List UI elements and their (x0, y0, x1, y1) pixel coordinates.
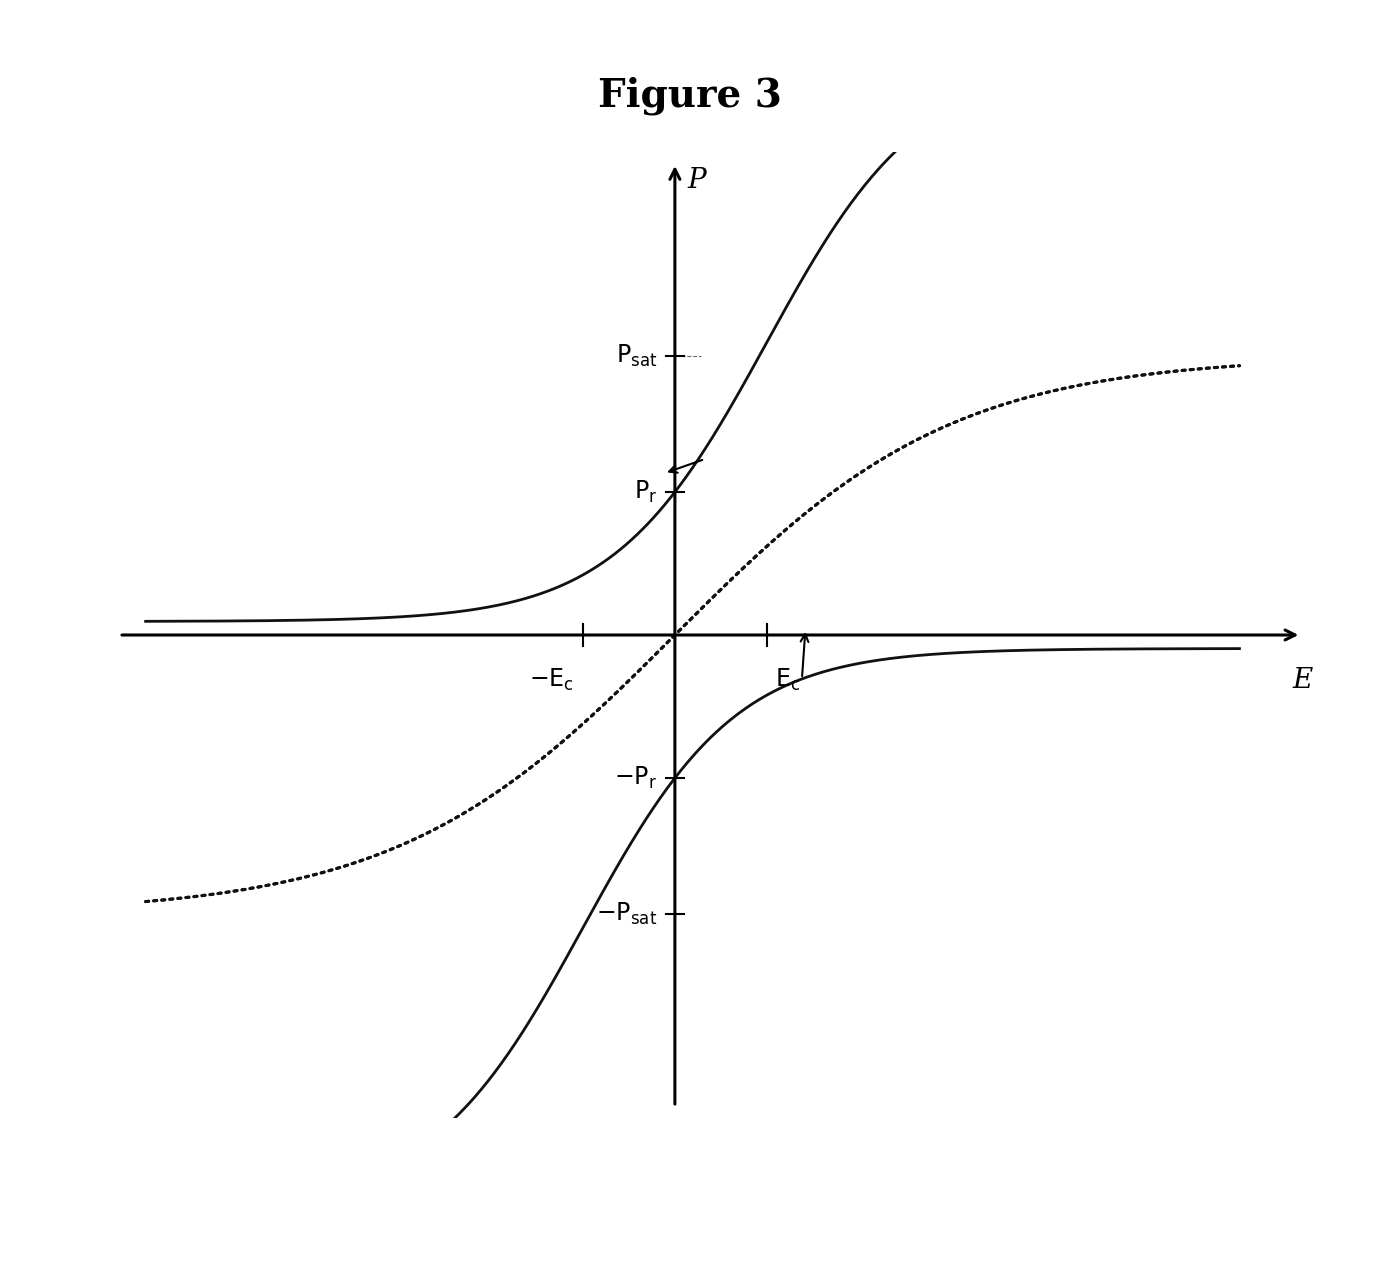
Text: $\mathsf{-P_r}$: $\mathsf{-P_r}$ (614, 765, 658, 791)
Text: $\mathsf{-P_{sat}}$: $\mathsf{-P_{sat}}$ (596, 900, 658, 927)
Text: $\mathsf{P_{sat}}$: $\mathsf{P_{sat}}$ (616, 343, 658, 370)
Text: $\mathsf{E_c}$: $\mathsf{E_c}$ (775, 667, 801, 693)
Text: $\mathsf{-E_c}$: $\mathsf{-E_c}$ (530, 667, 574, 693)
Text: P: P (687, 166, 706, 194)
Text: E: E (1292, 667, 1313, 695)
Text: $\mathsf{P_r}$: $\mathsf{P_r}$ (634, 479, 658, 505)
Text: Figure 3: Figure 3 (597, 76, 782, 114)
